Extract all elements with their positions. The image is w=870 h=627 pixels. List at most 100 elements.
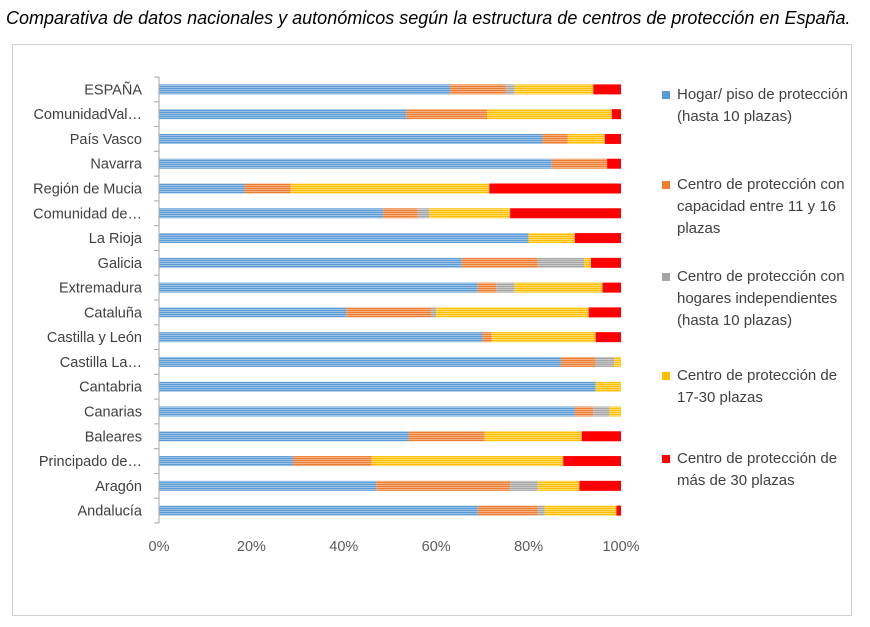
bar-segment [376, 480, 511, 491]
figure-caption: Comparativa de datos nacionales y autonó… [6, 8, 851, 28]
bar-segment [595, 381, 621, 392]
bar-segment [406, 109, 488, 120]
bar-segment [159, 208, 384, 219]
bar-segment [595, 332, 621, 343]
bar-segment [431, 307, 437, 318]
bar-segment [159, 406, 575, 417]
bar-segment [496, 282, 515, 293]
bar-segment [514, 84, 594, 95]
category-label: Baleares [85, 429, 142, 445]
bar-segment [607, 158, 621, 169]
category-label: Cantabria [79, 380, 143, 396]
bar-segment [159, 381, 596, 392]
category-label: Galicia [98, 256, 143, 272]
legend-label: Centro de protección de más de 30 plazas [677, 450, 838, 489]
bar-segment [159, 282, 478, 293]
category-label: La Rioja [89, 231, 143, 247]
bar-segment [159, 480, 377, 491]
bar-segment [491, 332, 596, 343]
bar-segment [510, 480, 538, 491]
bar-segment [609, 406, 621, 417]
category-label: Aragón [95, 479, 142, 495]
bar-segment [292, 456, 372, 467]
bar-segment [593, 406, 610, 417]
category-label: Canarias [84, 405, 142, 421]
bar-segment [461, 257, 538, 268]
bar-segment [616, 505, 621, 516]
bar-segment [159, 233, 529, 244]
legend-label: Centro de protección con capacidad entre… [677, 176, 845, 237]
bar-segment [551, 158, 608, 169]
legend-label: Centro de protección de 17-30 plazas [677, 367, 838, 406]
bar-segment [595, 356, 615, 367]
bar-segment [510, 208, 621, 219]
bar-segment [567, 133, 605, 144]
bar-segment [159, 109, 407, 120]
bar-segment [560, 356, 596, 367]
category-label: Extremadura [59, 281, 143, 297]
bar-segment [159, 431, 409, 442]
category-label: Cataluña [84, 305, 143, 321]
bar-segment [159, 183, 245, 194]
bar-segment [159, 257, 462, 268]
category-label: Comunidad de… [33, 206, 142, 222]
bar-segment [346, 307, 432, 318]
bar-segment [159, 133, 543, 144]
bar-segment [590, 257, 621, 268]
legend-label: Centro de protección con hogares indepen… [677, 268, 845, 329]
bar-segment [159, 456, 293, 467]
bar-segment [290, 183, 490, 194]
bar-segment [505, 84, 515, 95]
bar-segment [584, 257, 591, 268]
category-label: Andalucía [78, 504, 143, 520]
category-label: Castilla y León [47, 330, 142, 346]
x-tick-label: 0% [149, 539, 170, 555]
bar-segment [537, 257, 585, 268]
category-label: País Vasco [70, 132, 142, 148]
x-tick-label: 100% [602, 539, 639, 555]
bar-segment [484, 431, 582, 442]
category-label: Principado de… [39, 454, 142, 470]
bar-segment [574, 406, 594, 417]
bar-segment [477, 505, 538, 516]
bar-segment [528, 233, 575, 244]
bar-segment [429, 208, 511, 219]
legend-swatch [662, 273, 670, 281]
x-tick-label: 60% [422, 539, 451, 555]
bar-segment [581, 431, 621, 442]
x-tick-label: 20% [237, 539, 266, 555]
bar-segment [408, 431, 485, 442]
bar-segment [588, 307, 621, 318]
bar-segment [159, 307, 347, 318]
bar-segment [159, 332, 483, 343]
x-tick-label: 40% [329, 539, 358, 555]
legend-swatch [662, 455, 670, 463]
bar-segment [602, 282, 621, 293]
category-label: Castilla La… [60, 355, 142, 371]
bar-segment [159, 158, 552, 169]
bar-segment [563, 456, 621, 467]
bar-segment [436, 307, 589, 318]
bar-segment [159, 356, 561, 367]
category-label: Navarra [90, 157, 143, 173]
legend-swatch [662, 372, 670, 380]
bar-segment [542, 133, 568, 144]
bar-segment [482, 332, 492, 343]
bar-segment [611, 109, 621, 120]
legend-swatch [662, 91, 670, 99]
x-tick-label: 80% [514, 539, 543, 555]
bar-segment [371, 456, 564, 467]
bar-segment [159, 84, 451, 95]
bar-segment [604, 133, 621, 144]
bar-segment [477, 282, 497, 293]
bar-segment [450, 84, 506, 95]
legend-label: Hogar/ piso de protección (hasta 10 plaz… [677, 86, 848, 125]
bar-segment [537, 480, 580, 491]
bar-segment [487, 109, 612, 120]
bar-segment [537, 505, 545, 516]
bar-segment [159, 505, 478, 516]
chart-frame [12, 44, 852, 616]
bar-segment [244, 183, 291, 194]
bar-segment [544, 505, 617, 516]
